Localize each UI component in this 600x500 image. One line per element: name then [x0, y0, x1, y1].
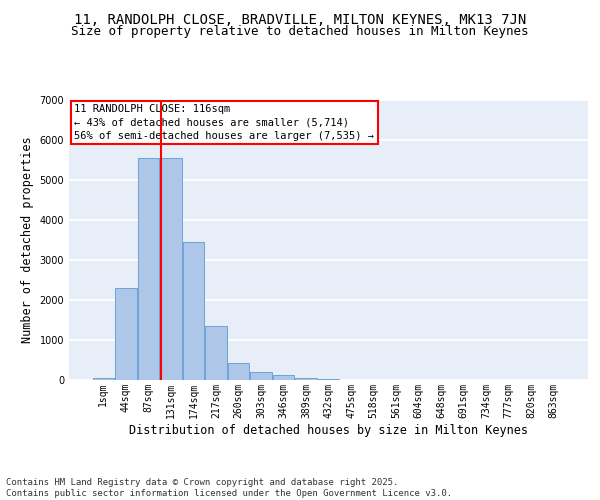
- Bar: [115, 288, 137, 380]
- Text: 11, RANDOLPH CLOSE, BRADVILLE, MILTON KEYNES, MK13 7JN: 11, RANDOLPH CLOSE, BRADVILLE, MILTON KE…: [74, 12, 526, 26]
- Text: Size of property relative to detached houses in Milton Keynes: Size of property relative to detached ho…: [71, 25, 529, 38]
- Bar: [160, 158, 182, 380]
- Text: 11 RANDOLPH CLOSE: 116sqm
← 43% of detached houses are smaller (5,714)
56% of se: 11 RANDOLPH CLOSE: 116sqm ← 43% of detac…: [74, 104, 374, 141]
- Bar: [182, 242, 204, 380]
- Bar: [205, 326, 227, 380]
- Bar: [228, 363, 249, 380]
- X-axis label: Distribution of detached houses by size in Milton Keynes: Distribution of detached houses by size …: [129, 424, 528, 436]
- Bar: [273, 375, 294, 380]
- Bar: [250, 372, 272, 380]
- Bar: [92, 378, 114, 380]
- Text: Contains HM Land Registry data © Crown copyright and database right 2025.
Contai: Contains HM Land Registry data © Crown c…: [6, 478, 452, 498]
- Y-axis label: Number of detached properties: Number of detached properties: [21, 136, 34, 344]
- Bar: [295, 378, 317, 380]
- Bar: [318, 379, 339, 380]
- Bar: [137, 158, 159, 380]
